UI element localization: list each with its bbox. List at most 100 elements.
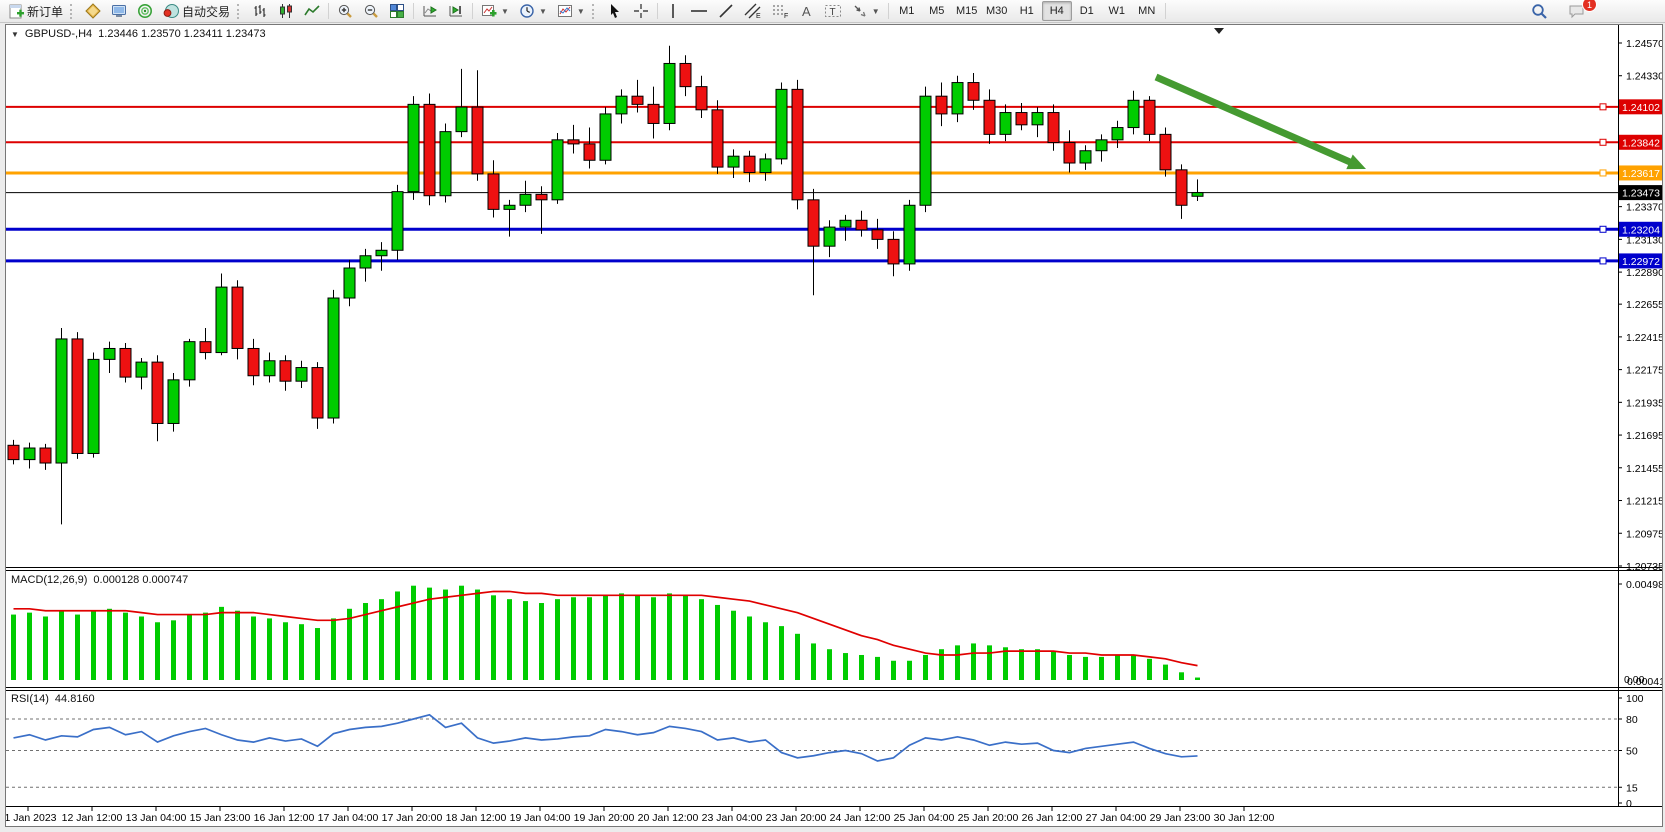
time-label: 25 Jan 20:00: [958, 812, 1019, 824]
crosshair-button[interactable]: [628, 0, 654, 22]
timeframe-D1[interactable]: D1: [1079, 5, 1094, 17]
price-tick-label: 1.23130: [1626, 234, 1662, 246]
fibonacci-button[interactable]: F: [767, 0, 795, 22]
bull-candle: [343, 267, 356, 299]
arrows-button[interactable]: ▼: [847, 0, 885, 22]
macd-bar: [475, 589, 480, 680]
macd-bar: [395, 591, 400, 680]
bull-candle: [1127, 99, 1140, 129]
equidistant-channel-button[interactable]: E: [739, 0, 767, 22]
zoom-in-icon: [338, 4, 352, 18]
bull-candle: [551, 139, 564, 201]
line-price-label: 1.23842: [1622, 137, 1660, 149]
autotrading-icon: [163, 4, 180, 18]
bar-chart-button[interactable]: [247, 0, 273, 22]
macd-bar: [1147, 658, 1152, 680]
trendline-button[interactable]: [713, 0, 739, 22]
time-label: 24 Jan 12:00: [830, 812, 891, 824]
bear-candle: [791, 88, 804, 201]
bear-candle: [1175, 169, 1188, 206]
toolbar-button-terminal[interactable]: [106, 0, 132, 22]
macd-bar: [907, 660, 912, 680]
macd-bar: [763, 622, 768, 680]
macd-bar: [891, 660, 896, 680]
timeframe-strip: M1 M5 M15 M30 H1 H4 D1 W1 MN: [892, 1, 1162, 21]
macd-bar: [827, 649, 832, 680]
ohlc-toggle-icon[interactable]: ▼: [11, 29, 19, 39]
bear-candle: [695, 86, 708, 111]
new-order-button[interactable]: 新订单: [4, 0, 68, 22]
macd-indicator-label: MACD(12,26,9) 0.000128 0.000747: [11, 574, 188, 586]
tile-windows-button[interactable]: [384, 0, 410, 22]
bear-candle: [1143, 99, 1156, 135]
time-label: 13 Jan 04:00: [126, 812, 187, 824]
bear-candle: [247, 347, 260, 377]
bear-candle: [487, 173, 500, 210]
timeframe-MN[interactable]: MN: [1138, 5, 1156, 17]
line-chart-button[interactable]: [299, 0, 325, 22]
templates-button[interactable]: ▼: [552, 0, 590, 22]
autotrading-button[interactable]: 自动交易: [158, 0, 235, 22]
bull-candle: [295, 367, 308, 382]
toolbar-separator: [1164, 3, 1166, 19]
cursor-button[interactable]: [602, 0, 628, 22]
bear-candle: [535, 193, 548, 201]
vertical-line-button[interactable]: [661, 0, 685, 22]
macd-bar: [539, 603, 544, 680]
timeframe-H1[interactable]: H1: [1019, 5, 1034, 17]
price-label-box: [1619, 134, 1662, 150]
timeframe-M15[interactable]: M15: [956, 5, 978, 17]
price-tick-label: 1.21455: [1626, 463, 1662, 475]
timeframe-M1[interactable]: M1: [899, 5, 915, 17]
line-chart-icon: [304, 5, 320, 16]
macd-bar: [139, 616, 144, 680]
auto-scroll-button[interactable]: [417, 0, 443, 22]
macd-bar: [59, 610, 64, 680]
text-label-button[interactable]: T: [819, 0, 847, 22]
toolbar-button-signals[interactable]: [132, 0, 158, 22]
bear-candle: [711, 109, 724, 168]
search-button[interactable]: [1526, 0, 1553, 22]
chart-shift-marker-icon[interactable]: [1214, 28, 1224, 34]
toolbar-button-diamond[interactable]: [80, 0, 106, 22]
chart-window: 1.24570 1.24330 1.23370 1.23130 1.22890 1.226…: [5, 24, 1663, 827]
candlestick-chart-button[interactable]: [273, 0, 299, 22]
horizontal-line-button[interactable]: [685, 0, 713, 22]
bear-candle: [967, 82, 980, 101]
macd-bar: [363, 603, 368, 680]
bull-candle: [1111, 127, 1124, 141]
trend-arrow-head[interactable]: [1346, 154, 1366, 170]
price-tick-label: 1.20735: [1626, 561, 1662, 573]
timeframe-M30[interactable]: M30: [986, 5, 1008, 17]
time-label: 20 Jan 12:00: [638, 812, 699, 824]
chart-canvas[interactable]: 1.24570 1.24330 1.23370 1.23130 1.22890 1.226…: [6, 25, 1662, 826]
zoom-out-button[interactable]: [358, 0, 384, 22]
bull-candle: [375, 249, 388, 257]
vertical-line-icon: [671, 4, 674, 18]
notifications-button[interactable]: 1: [1563, 0, 1597, 22]
macd-bar: [235, 610, 240, 680]
macd-bar: [939, 649, 944, 680]
new-chart-icon: [482, 5, 497, 17]
bear-candle: [119, 347, 132, 378]
timeframe-M5[interactable]: M5: [929, 5, 945, 17]
main-toolbar: 新订单 自动交易 ▼ ▼: [0, 0, 1665, 23]
macd-bar: [1195, 677, 1200, 680]
bull-candle: [599, 113, 612, 161]
bull-candle: [903, 204, 916, 265]
timeframe-W1[interactable]: W1: [1108, 5, 1125, 17]
bull-candle: [1095, 139, 1108, 152]
line-handle-marker: [1599, 138, 1607, 146]
price-tick-label: 1.24570: [1626, 38, 1662, 50]
bull-candle: [999, 112, 1012, 135]
macd-bar: [443, 589, 448, 680]
timeframe-H4[interactable]: H4: [1041, 1, 1072, 21]
chart-shift-button[interactable]: [443, 0, 469, 22]
trend-arrow-line[interactable]: [1154, 73, 1357, 168]
bull-candle: [407, 103, 420, 193]
macd-bar: [299, 624, 304, 680]
text-button[interactable]: A: [795, 0, 819, 22]
zoom-in-button[interactable]: [332, 0, 358, 22]
new-chart-button[interactable]: ▼: [476, 0, 514, 22]
periods-button[interactable]: ▼: [514, 0, 552, 22]
